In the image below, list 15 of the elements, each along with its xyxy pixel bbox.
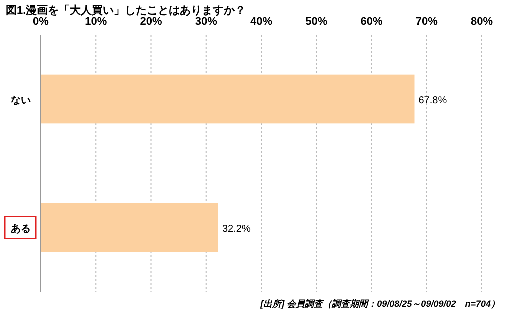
- data-label: 32.2%: [222, 224, 251, 235]
- y-tick-label: ある: [11, 224, 31, 235]
- x-tick-label: 60%: [360, 16, 383, 28]
- chart-title: 図1.漫画を「大人買い」したことはありますか？: [6, 4, 246, 17]
- x-tick-label: 0%: [33, 16, 50, 28]
- x-tick-label: 20%: [140, 16, 162, 28]
- x-tick-label: 50%: [306, 16, 328, 28]
- x-tick-label: 80%: [470, 16, 494, 28]
- y-tick-label: ない: [11, 95, 31, 106]
- x-tick-label: 70%: [416, 16, 438, 28]
- x-tick-label: 30%: [195, 16, 218, 28]
- text: [出所] 会員調査（調査期間：09/08/25～09/09/02 n=704）: [260, 299, 500, 309]
- x-tick-label: 40%: [250, 16, 273, 28]
- x-tick-label: 10%: [85, 16, 108, 28]
- data-label: 67.8%: [418, 95, 448, 106]
